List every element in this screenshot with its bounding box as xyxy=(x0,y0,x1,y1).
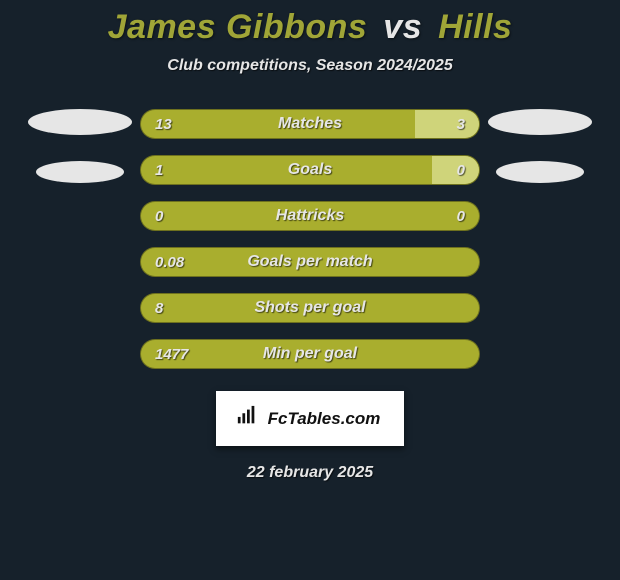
chart-icon xyxy=(236,405,258,432)
stat-label: Goals xyxy=(288,161,332,179)
stat-value-right: 0 xyxy=(457,208,465,225)
stat-value-left: 13 xyxy=(155,116,172,133)
player2-name: Hills xyxy=(438,8,512,46)
left-side-column xyxy=(20,109,140,183)
stat-label: Shots per goal xyxy=(254,299,365,317)
player1-name: James Gibbons xyxy=(108,8,368,46)
stat-label: Matches xyxy=(278,115,342,133)
stat-value-left: 0.08 xyxy=(155,254,184,271)
player1-marker xyxy=(28,109,132,135)
stat-bar-right-fill xyxy=(415,110,479,138)
page-title: James Gibbons vs Hills xyxy=(108,8,513,47)
player2-marker-secondary xyxy=(496,161,584,183)
stat-bar: 0 Hattricks 0 xyxy=(140,201,480,231)
stat-label: Min per goal xyxy=(263,345,357,363)
player1-marker-secondary xyxy=(36,161,124,183)
right-side-column xyxy=(480,109,600,183)
vs-text: vs xyxy=(383,8,422,46)
date-text: 22 february 2025 xyxy=(247,464,373,482)
stat-value-right: 3 xyxy=(457,116,465,133)
stat-bar: 0.08 Goals per match xyxy=(140,247,480,277)
stat-bars: 13 Matches 3 1 Goals 0 0 Hattricks 0 0.08 Goals pe… xyxy=(140,109,480,369)
stat-value-left: 0 xyxy=(155,208,163,225)
player2-marker xyxy=(488,109,592,135)
stat-value-left: 1 xyxy=(155,162,163,179)
stat-bar: 13 Matches 3 xyxy=(140,109,480,139)
stat-value-right: 0 xyxy=(457,162,465,179)
stat-label: Hattricks xyxy=(276,207,344,225)
stats-section: 13 Matches 3 1 Goals 0 0 Hattricks 0 0.08 Goals pe… xyxy=(0,109,620,369)
stat-value-left: 8 xyxy=(155,300,163,317)
source-name: FcTables.com xyxy=(268,409,381,429)
stat-label: Goals per match xyxy=(247,253,372,271)
subtitle: Club competitions, Season 2024/2025 xyxy=(167,57,452,75)
comparison-card: James Gibbons vs Hills Club competitions… xyxy=(0,0,620,482)
stat-bar: 1477 Min per goal xyxy=(140,339,480,369)
source-badge: FcTables.com xyxy=(216,391,405,446)
stat-bar: 1 Goals 0 xyxy=(140,155,480,185)
stat-bar-right-fill xyxy=(432,156,479,184)
stat-bar: 8 Shots per goal xyxy=(140,293,480,323)
stat-value-left: 1477 xyxy=(155,346,188,363)
